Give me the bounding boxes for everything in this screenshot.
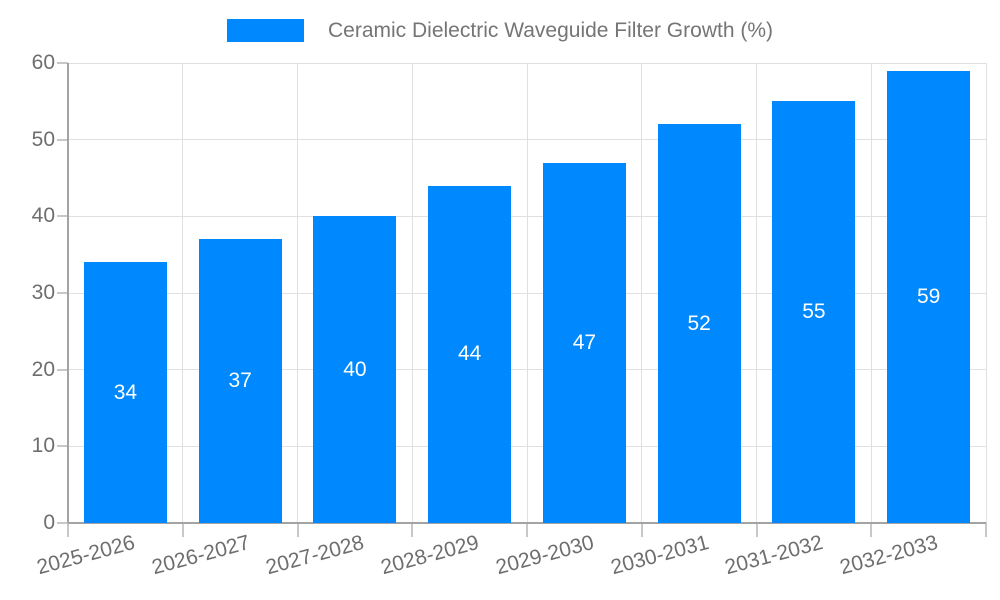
- bar: [887, 70, 971, 523]
- bar-value-label: 40: [343, 357, 367, 381]
- x-axis-tick: [67, 523, 69, 537]
- gridline-vertical: [985, 63, 987, 523]
- bar-value-label: 37: [228, 369, 252, 393]
- x-axis-tick-label: 2032-2033: [837, 531, 941, 580]
- gridline-vertical: [411, 63, 413, 523]
- bar-value-label: 47: [572, 330, 597, 354]
- bar: [313, 216, 397, 523]
- gridline-vertical: [182, 63, 184, 523]
- bar: [198, 239, 282, 523]
- gridline-vertical: [526, 63, 528, 523]
- y-axis-tick: [57, 522, 68, 524]
- gridline-vertical: [641, 63, 643, 523]
- y-axis-tick: [57, 292, 68, 294]
- legend: Ceramic Dielectric Waveguide Filter Grow…: [0, 19, 1000, 42]
- bar-value-label: 55: [802, 300, 826, 324]
- y-axis-tick: [57, 215, 68, 218]
- x-axis-tick: [526, 523, 528, 537]
- bar: [428, 185, 512, 523]
- x-axis-tick-label: 2025-2026: [34, 531, 138, 580]
- x-axis-tick-label: 2026-2027: [149, 531, 253, 580]
- y-axis-tick: [57, 138, 68, 141]
- y-axis-line: [67, 63, 69, 523]
- x-axis-line: [68, 522, 986, 524]
- y-axis-tick-label: 0: [43, 511, 55, 534]
- y-axis-tick-label: 50: [31, 127, 55, 151]
- bar: [772, 101, 856, 523]
- x-axis-tick: [985, 523, 987, 537]
- x-axis-tick-label: 2027-2028: [263, 531, 367, 580]
- y-axis-tick-label: 60: [31, 51, 55, 74]
- bar-value-label: 34: [113, 380, 138, 404]
- x-axis-tick-label: 2031-2032: [722, 531, 826, 580]
- legend-label: Ceramic Dielectric Waveguide Filter Grow…: [328, 19, 773, 42]
- y-axis-tick-label: 30: [31, 281, 55, 304]
- x-axis-tick-label: 2029-2030: [493, 531, 597, 580]
- y-axis-tick-label: 10: [31, 434, 55, 458]
- legend-swatch: [227, 19, 304, 42]
- x-axis-tick: [870, 523, 873, 537]
- x-axis-tick-label: 2028-2029: [378, 531, 482, 580]
- bar-value-label: 59: [916, 284, 941, 308]
- y-axis-tick: [57, 445, 68, 448]
- y-axis-tick: [57, 62, 68, 64]
- y-axis-tick-label: 40: [31, 204, 55, 228]
- x-axis-tick: [755, 523, 758, 537]
- bar: [657, 124, 741, 523]
- bar-value-label: 52: [687, 311, 711, 335]
- x-axis-tick-label: 2030-2031: [608, 531, 712, 580]
- y-axis-tick-label: 20: [31, 357, 55, 381]
- x-axis-tick: [181, 523, 184, 537]
- x-axis-tick: [640, 523, 643, 537]
- y-axis-tick: [57, 368, 68, 371]
- bar: [542, 162, 626, 523]
- x-axis-tick: [296, 523, 299, 537]
- gridline-vertical: [297, 63, 298, 523]
- gridline-vertical: [756, 63, 757, 523]
- bar: [83, 262, 167, 523]
- bar-value-label: 44: [457, 342, 482, 366]
- x-axis-tick: [411, 523, 414, 537]
- gridline-vertical: [870, 63, 872, 523]
